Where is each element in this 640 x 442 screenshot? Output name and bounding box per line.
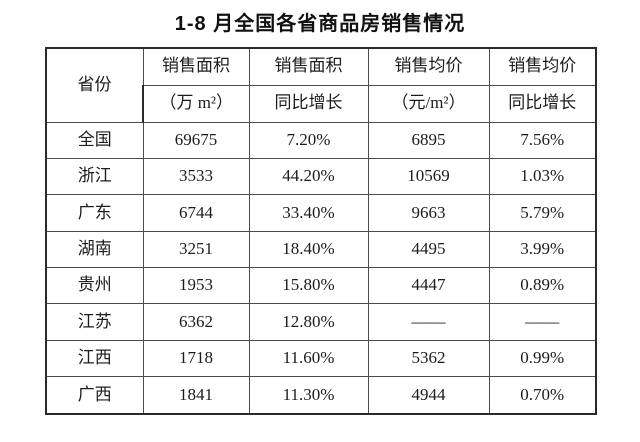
cell-area: 69675 xyxy=(142,121,250,159)
cell-price-growth: 0.89% xyxy=(488,266,597,305)
header-area-growth-line2: 同比增长 xyxy=(248,84,369,123)
cell-price-growth: 0.99% xyxy=(488,339,597,378)
cell-province: 江苏 xyxy=(45,303,144,341)
cell-province: 广东 xyxy=(45,194,144,232)
cell-province: 湖南 xyxy=(45,230,144,269)
table-row: 全国 69675 7.20% 6895 7.56% xyxy=(45,121,597,159)
cell-price-growth: 3.99% xyxy=(488,230,597,269)
cell-area-growth: 44.20% xyxy=(248,157,369,196)
cell-price: 5362 xyxy=(367,339,490,378)
cell-area-growth: 33.40% xyxy=(248,194,369,232)
header-area-line2: （万 m²） xyxy=(142,84,250,123)
page-title: 1-8 月全国各省商品房销售情况 xyxy=(174,13,466,35)
cell-area-growth: 11.30% xyxy=(248,376,369,416)
cell-price-growth: 5.79% xyxy=(488,194,597,232)
cell-area-growth: 7.20% xyxy=(248,121,369,159)
cell-price: 9663 xyxy=(367,194,490,232)
table-row: 浙江 3533 44.20% 10569 1.03% xyxy=(45,157,597,196)
cell-area-growth: 18.40% xyxy=(248,230,369,269)
cell-price: 10569 xyxy=(367,157,490,196)
cell-price-growth: 0.70% xyxy=(488,376,597,416)
header-area-growth-line1: 销售面积 xyxy=(248,47,369,86)
cell-area: 3251 xyxy=(142,230,250,269)
cell-province: 广西 xyxy=(45,376,144,416)
cell-price-growth: —— xyxy=(488,303,597,341)
header-area-line1: 销售面积 xyxy=(142,47,250,86)
cell-province: 贵州 xyxy=(45,266,144,305)
header-price-line2: （元/m²） xyxy=(367,84,490,123)
table-row: 江西 1718 11.60% 5362 0.99% xyxy=(45,339,597,378)
cell-province: 浙江 xyxy=(45,157,144,196)
cell-province: 江西 xyxy=(45,339,144,378)
table-body: 全国 69675 7.20% 6895 7.56% 浙江 3533 44.20%… xyxy=(45,121,597,416)
table-row: 广西 1841 11.30% 4944 0.70% xyxy=(45,376,597,416)
header-price-line1: 销售均价 xyxy=(367,47,490,86)
cell-price-growth: 1.03% xyxy=(488,157,597,196)
cell-area: 6362 xyxy=(142,303,250,341)
cell-price: 6895 xyxy=(367,121,490,159)
cell-area: 1841 xyxy=(142,376,250,416)
cell-price: 4447 xyxy=(367,266,490,305)
cell-area-growth: 11.60% xyxy=(248,339,369,378)
header-price-growth-line1: 销售均价 xyxy=(488,47,597,86)
cell-area: 3533 xyxy=(142,157,250,196)
header-price-growth-line2: 同比增长 xyxy=(488,84,597,123)
cell-area-growth: 15.80% xyxy=(248,266,369,305)
cell-area: 1718 xyxy=(142,339,250,378)
cell-area: 1953 xyxy=(142,266,250,305)
cell-price: —— xyxy=(367,303,490,341)
cell-province: 全国 xyxy=(45,121,144,159)
cell-price: 4944 xyxy=(367,376,490,416)
table-row: 广东 6744 33.40% 9663 5.79% xyxy=(45,194,597,232)
sales-table: 省份 销售面积 销售面积 销售均价 销售均价 （万 m²） 同比增长 （元/m²… xyxy=(45,47,597,416)
header-province: 省份 xyxy=(45,47,144,123)
cell-area: 6744 xyxy=(142,194,250,232)
table-row: 江苏 6362 12.80% —— —— xyxy=(45,303,597,341)
cell-price-growth: 7.56% xyxy=(488,121,597,159)
cell-area-growth: 12.80% xyxy=(248,303,369,341)
cell-price: 4495 xyxy=(367,230,490,269)
table-header: 省份 销售面积 销售面积 销售均价 销售均价 （万 m²） 同比增长 （元/m²… xyxy=(45,47,597,123)
table-row: 湖南 3251 18.40% 4495 3.99% xyxy=(45,230,597,269)
table-row: 贵州 1953 15.80% 4447 0.89% xyxy=(45,266,597,305)
